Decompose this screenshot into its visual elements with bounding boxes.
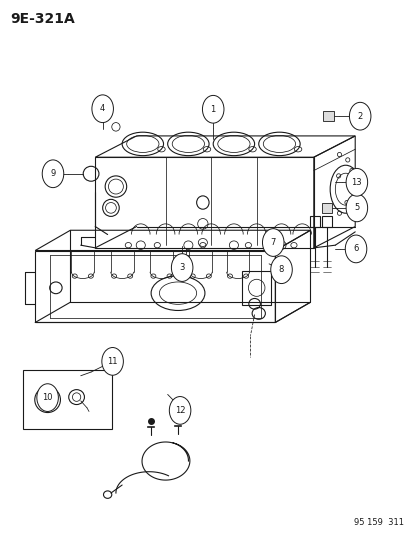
Text: 13: 13 bbox=[351, 178, 361, 187]
Text: 8: 8 bbox=[278, 265, 283, 274]
Text: 9: 9 bbox=[50, 169, 55, 178]
Circle shape bbox=[202, 95, 223, 123]
Circle shape bbox=[345, 194, 367, 222]
Text: 11: 11 bbox=[107, 357, 118, 366]
Text: 1: 1 bbox=[210, 105, 215, 114]
Circle shape bbox=[42, 160, 64, 188]
Circle shape bbox=[345, 168, 367, 196]
Bar bbox=[321, 203, 332, 213]
Text: 9E-321A: 9E-321A bbox=[10, 12, 75, 26]
Circle shape bbox=[344, 235, 366, 263]
Text: 3: 3 bbox=[179, 263, 184, 272]
Text: 12: 12 bbox=[174, 406, 185, 415]
Circle shape bbox=[37, 384, 58, 411]
Circle shape bbox=[92, 95, 113, 123]
Circle shape bbox=[169, 397, 190, 424]
Circle shape bbox=[102, 348, 123, 375]
Text: 2: 2 bbox=[357, 112, 362, 120]
Circle shape bbox=[270, 256, 292, 284]
Text: 7: 7 bbox=[270, 238, 275, 247]
Circle shape bbox=[262, 229, 283, 256]
Circle shape bbox=[171, 254, 192, 281]
Text: 95 159  311: 95 159 311 bbox=[353, 518, 403, 527]
Text: 10: 10 bbox=[42, 393, 53, 402]
Text: 6: 6 bbox=[353, 245, 358, 253]
Text: 5: 5 bbox=[354, 204, 358, 212]
Bar bbox=[242, 271, 271, 305]
Bar bbox=[322, 111, 333, 121]
Text: 4: 4 bbox=[100, 104, 105, 113]
Circle shape bbox=[349, 102, 370, 130]
Bar bbox=[309, 216, 319, 227]
Bar bbox=[321, 216, 331, 227]
Bar bbox=[23, 370, 112, 429]
